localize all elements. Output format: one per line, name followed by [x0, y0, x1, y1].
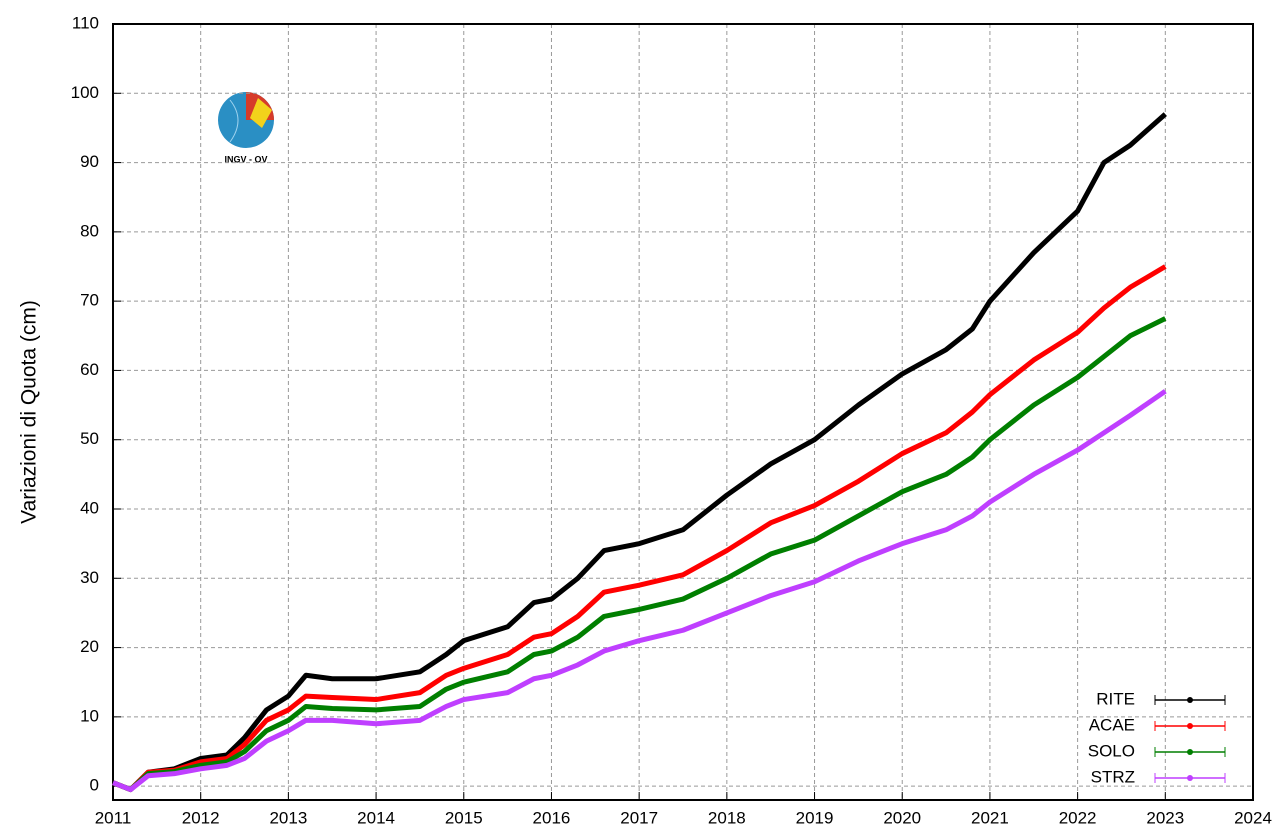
- y-tick-label: 70: [80, 291, 99, 310]
- y-tick-label: 80: [80, 221, 99, 240]
- x-tick-label: 2015: [445, 808, 483, 827]
- x-tick-label: 2014: [357, 808, 395, 827]
- x-tick-label: 2011: [95, 808, 132, 827]
- y-tick-label: 30: [80, 568, 99, 587]
- legend-marker: [1187, 697, 1193, 703]
- y-tick-label: 50: [80, 429, 99, 448]
- plot-frame: [112, 23, 1254, 801]
- legend-label: STRZ: [1091, 767, 1135, 786]
- series-line: [112, 389, 1167, 793]
- logo-text: INGV - OV: [224, 154, 267, 164]
- y-axis-label: Variazioni di Quota (cm): [18, 300, 41, 524]
- y-tick-label: 60: [80, 360, 99, 379]
- y-tick-label: 100: [71, 83, 99, 102]
- y-tick-label: 40: [80, 498, 99, 517]
- series-line: [112, 316, 1167, 793]
- x-tick-label: 2016: [533, 808, 571, 827]
- x-tick-label: 2021: [971, 808, 1009, 827]
- legend-marker: [1187, 775, 1193, 781]
- y-tick-label: 20: [80, 637, 99, 656]
- x-tick-label: 2012: [182, 808, 220, 827]
- y-tick-label: 10: [80, 706, 99, 725]
- y-tick-label: 0: [90, 776, 99, 795]
- x-tick-label: 2022: [1059, 808, 1097, 827]
- x-tick-label: 2024: [1234, 808, 1272, 827]
- legend-marker: [1187, 723, 1193, 729]
- series-line: [112, 264, 1167, 793]
- x-tick-label: 2020: [883, 808, 921, 827]
- y-tick-label: 90: [80, 152, 99, 171]
- x-tick-label: 2023: [1146, 808, 1184, 827]
- series-line: [112, 112, 1167, 793]
- logo: INGV - OV: [218, 92, 274, 164]
- legend-label: SOLO: [1088, 741, 1135, 760]
- legend-label: ACAE: [1089, 715, 1135, 734]
- x-tick-label: 2017: [620, 808, 658, 827]
- y-tick-label: 110: [72, 13, 99, 32]
- x-tick-label: 2013: [269, 808, 307, 827]
- x-tick-label: 2018: [708, 808, 746, 827]
- legend-label: RITE: [1096, 689, 1135, 708]
- x-tick-label: 2019: [796, 808, 834, 827]
- legend-marker: [1187, 749, 1193, 755]
